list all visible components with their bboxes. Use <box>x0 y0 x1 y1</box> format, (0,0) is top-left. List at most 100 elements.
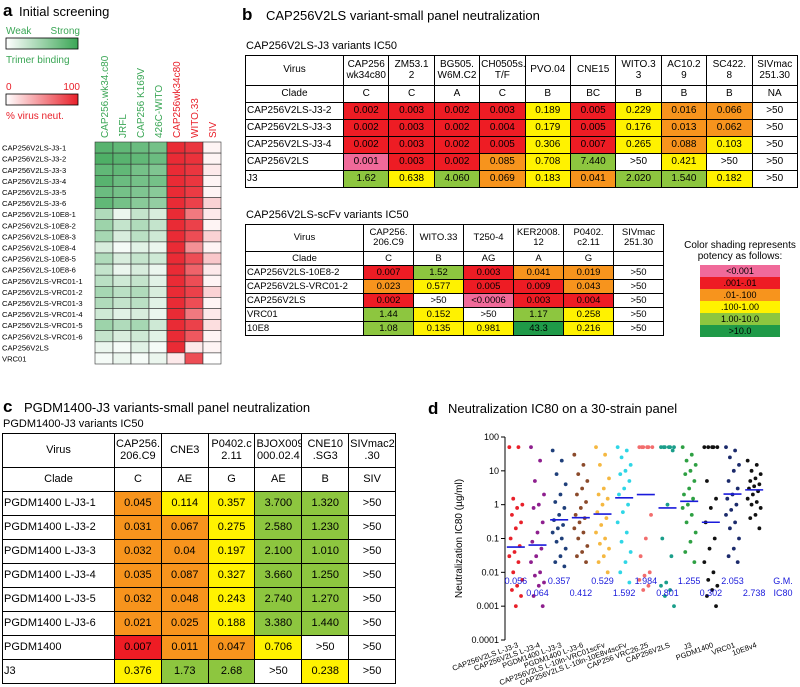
data-point <box>607 476 611 481</box>
value-cell: 1.08 <box>363 321 414 336</box>
value-cell: 0.421 <box>660 153 708 171</box>
data-point <box>601 486 606 491</box>
data-point <box>580 486 585 491</box>
heatmap-cell <box>94 186 114 198</box>
data-point <box>711 570 716 575</box>
value-cell: 0.002 <box>433 119 481 137</box>
value-cell: >50 <box>348 515 396 540</box>
heatmap-cell <box>166 330 186 343</box>
heatmap-cell <box>184 175 204 187</box>
heatmap-cell <box>94 219 114 232</box>
clade-cell: B <box>301 467 350 492</box>
data-point <box>626 502 630 507</box>
heatmap-cell <box>148 186 168 198</box>
panel-letter: b <box>242 5 253 24</box>
value-cell: 0.176 <box>615 119 662 137</box>
data-point <box>737 462 741 467</box>
data-point <box>707 546 712 551</box>
data-point <box>735 560 740 565</box>
data-row: J3 0.376 1.73 2.68 >50 0.238 >50 <box>2 659 396 684</box>
heatmap-cell <box>148 197 168 209</box>
data-point <box>728 526 732 531</box>
heatmap-cell <box>148 319 168 332</box>
data-row: CAP256V2LS-J3-2 0.002 0.003 0.002 0.003 0.189… <box>245 102 798 120</box>
value-cell: 0.032 <box>114 539 162 564</box>
row-label: CAP256V2LS-J3-6 <box>2 199 66 208</box>
value-cell: 1.44 <box>363 307 414 322</box>
heatmap-cell <box>202 141 222 154</box>
value-cell: >50 <box>751 170 798 188</box>
header-cell: AC10.2 9 <box>660 55 708 86</box>
heatmap-cell <box>184 186 204 198</box>
heatmap-cell <box>130 263 150 276</box>
value-cell: 0.327 <box>207 563 256 588</box>
value-cell: 0.981 <box>463 321 514 336</box>
data-point <box>519 594 523 598</box>
data-row: CAP256V2LS-J3-4 0.002 0.003 0.002 0.005 0.306… <box>245 136 798 154</box>
data-point <box>618 472 623 477</box>
value-cell: >50 <box>348 491 396 516</box>
gm-value: 2.053 <box>721 576 744 586</box>
heatmap-cell <box>148 219 168 232</box>
data-point <box>511 570 516 575</box>
heatmap-cell <box>202 263 222 276</box>
row-label: CAP256V2LS-VRC01-2 <box>2 288 83 297</box>
row-label: CAP256V2LS-10E8-2 <box>2 221 76 230</box>
data-point <box>553 500 558 504</box>
data-point <box>513 526 518 531</box>
heatmap-cell <box>166 297 186 309</box>
legend-gradient <box>5 93 79 106</box>
data-point <box>628 462 633 467</box>
data-point <box>580 550 585 554</box>
data-point <box>534 554 539 559</box>
value-cell: 0.577 <box>413 279 464 294</box>
data-point <box>758 506 763 510</box>
row-label: CAP256V2LS-J3-5 <box>2 188 66 197</box>
heatmap-cell <box>112 263 132 276</box>
data-point <box>643 536 648 541</box>
row-label: CAP256V2LS-10E8-6 <box>2 266 76 275</box>
heatmap-cell <box>130 197 150 209</box>
data-point <box>607 546 611 551</box>
header-cell: T250-4 <box>463 224 514 252</box>
value-cell: 0.258 <box>563 307 614 322</box>
data-point <box>645 445 650 450</box>
data-point <box>715 583 720 588</box>
data-row: PGDM1400 L-J3-5 0.032 0.048 0.243 2.740 1.270… <box>2 587 396 612</box>
heatmap-cell <box>148 274 168 287</box>
value-cell: >50 <box>348 539 396 564</box>
data-point <box>726 554 731 559</box>
legend-low-label: 0 <box>6 82 12 93</box>
data-point <box>753 512 758 517</box>
data-point <box>530 539 535 544</box>
value-cell: 0.376 <box>114 659 162 684</box>
heatmap-cell <box>112 186 132 198</box>
value-cell: 0.002 <box>342 136 390 154</box>
row-label: CAP256V2LS-10E8-2 <box>245 265 364 280</box>
heatmap-cell <box>112 330 132 343</box>
heatmap-cell <box>148 208 168 221</box>
clade-cell: B <box>524 85 571 103</box>
data-point <box>585 544 590 548</box>
heatmap-cell <box>112 308 132 320</box>
gm-value: 0.056 <box>505 576 528 586</box>
value-cell: >50 <box>613 321 664 336</box>
data-point <box>554 472 559 477</box>
heatmap-cell <box>184 330 204 343</box>
data-point <box>735 486 740 491</box>
data-point <box>594 445 598 450</box>
data-point <box>668 588 672 592</box>
heatmap-cell <box>166 152 186 165</box>
column-label: CAP256wk34c80 <box>172 61 183 138</box>
value-cell: 0.011 <box>160 635 209 660</box>
heatmap-cell <box>130 141 150 154</box>
x-tick-label: J3 <box>682 640 693 651</box>
heatmap-cell <box>148 241 168 254</box>
header-cell: CAP256. 206.C9 <box>114 433 162 468</box>
data-point <box>533 573 537 578</box>
legend-swatch: 1.00-10.0 <box>700 313 780 325</box>
header-cell: BG505. W6M.C2 <box>433 55 481 86</box>
data-point <box>576 472 581 477</box>
data-point <box>684 458 689 463</box>
value-cell: 7.440 <box>569 153 617 171</box>
